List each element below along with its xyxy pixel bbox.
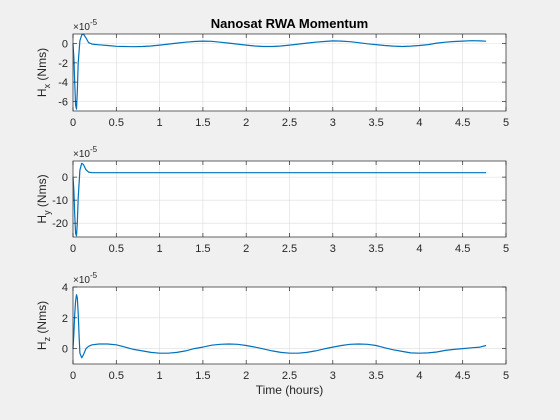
exponent-base: ×10 <box>73 149 90 160</box>
x-tick-label: 1 <box>157 117 163 129</box>
y-axis-label: Hy (Nms) <box>35 174 52 223</box>
tick-marks <box>72 161 507 237</box>
y-exponent-label: ×10-5 <box>73 145 98 160</box>
x-tick-label: 2 <box>243 370 249 382</box>
subplots: 0 0.5 1 1.5 2 2.5 3 3.5 4 4.5 5-6-4-20×10-5Hx (Nms… <box>35 16 509 397</box>
tick-marks <box>72 34 507 111</box>
x-tick-label: 2.5 <box>282 117 297 129</box>
exponent-base: ×10 <box>73 22 90 33</box>
x-tick-label: 0.5 <box>109 243 124 255</box>
x-tick-label: 2.5 <box>282 243 297 255</box>
y-label-main: H <box>35 88 49 97</box>
y-axis-label: Hz (Nms) <box>35 301 52 350</box>
y-tick-label: 2 <box>62 313 68 325</box>
x-tick-label: 3.5 <box>368 243 383 255</box>
series-line <box>72 33 487 110</box>
exponent-power: -5 <box>90 271 98 280</box>
x-tick-label: 3 <box>330 243 336 255</box>
series-line <box>72 162 487 237</box>
x-tick-label: 4 <box>416 370 422 382</box>
x-tick-label: 3.5 <box>368 370 383 382</box>
x-tick-label: 4 <box>416 243 422 255</box>
y-exponent-label: ×10-5 <box>73 271 98 286</box>
x-axis-label: Time (hours) <box>256 383 324 397</box>
x-tick-label: 0 <box>70 117 76 129</box>
y-axis-label: Hx (Nms) <box>35 48 52 97</box>
tick-marks <box>72 286 507 364</box>
y-exponent-label: ×10-5 <box>73 18 98 33</box>
y-tick-label: -10 <box>52 195 68 207</box>
y-tick-label: -20 <box>52 218 68 230</box>
y-tick-label: 0 <box>62 39 68 51</box>
exponent-power: -5 <box>90 18 98 27</box>
y-tick-label: -2 <box>58 58 68 70</box>
chart-title: Nanosat RWA Momentum <box>211 16 368 31</box>
exponent-base: ×10 <box>73 275 90 286</box>
x-tick-label: 0.5 <box>109 117 124 129</box>
grid <box>72 34 507 111</box>
x-tick-label: 5 <box>503 243 509 255</box>
x-tick-label: 2.5 <box>282 370 297 382</box>
y-tick-label: 4 <box>62 282 68 294</box>
x-tick-label: 0 <box>70 370 76 382</box>
x-tick-label: 4.5 <box>455 117 470 129</box>
x-tick-label: 3 <box>330 117 336 129</box>
y-label-main: H <box>35 341 49 350</box>
x-tick-label: 5 <box>503 117 509 129</box>
subplot-3: 0 0.5 1 1.5 2 2.5 3 3.5 4 4.5 5 0 2 4 ×10-5 Hz (Nms) Tim… <box>35 271 509 397</box>
x-tick-label: 1 <box>157 243 163 255</box>
y-label-subscript: x <box>42 83 52 88</box>
x-tick-label: 3 <box>330 370 336 382</box>
y-label-unit: (Nms) <box>35 174 49 210</box>
y-tick-label: 0 <box>62 172 68 184</box>
x-tick-label: 1.5 <box>195 117 210 129</box>
x-tick-label: 1.5 <box>195 370 210 382</box>
x-tick-label: 0 <box>70 243 76 255</box>
subplot-1: 0 0.5 1 1.5 2 2.5 3 3.5 4 4.5 5 -6 -4 -2 0 ×10-5 Hx (Nms… <box>35 16 509 129</box>
x-tick-label: 4 <box>416 117 422 129</box>
x-tick-label: 2 <box>243 117 249 129</box>
exponent-power: -5 <box>90 145 98 154</box>
y-label-subscript: z <box>42 336 52 341</box>
x-tick-label: 0.5 <box>109 370 124 382</box>
x-tick-label: 5 <box>503 370 509 382</box>
y-label-subscript: y <box>42 210 52 215</box>
x-tick-label: 4.5 <box>455 370 470 382</box>
y-label-unit: (Nms) <box>35 48 49 84</box>
x-tick-label: 1.5 <box>195 243 210 255</box>
subplot-2: 0 0.5 1 1.5 2 2.5 3 3.5 4 4.5 5 -20 -10 0 ×10-5 Hy (Nms… <box>35 145 509 255</box>
y-tick-label: -4 <box>58 77 68 89</box>
y-label-main: H <box>35 215 49 224</box>
y-tick-label: 0 <box>62 344 68 356</box>
x-tick-label: 3.5 <box>368 117 383 129</box>
x-tick-label: 4.5 <box>455 243 470 255</box>
x-tick-label: 2 <box>243 243 249 255</box>
y-label-unit: (Nms) <box>35 301 49 337</box>
y-tick-label: -6 <box>58 96 68 108</box>
series-line <box>72 294 487 359</box>
x-tick-label: 1 <box>157 370 163 382</box>
